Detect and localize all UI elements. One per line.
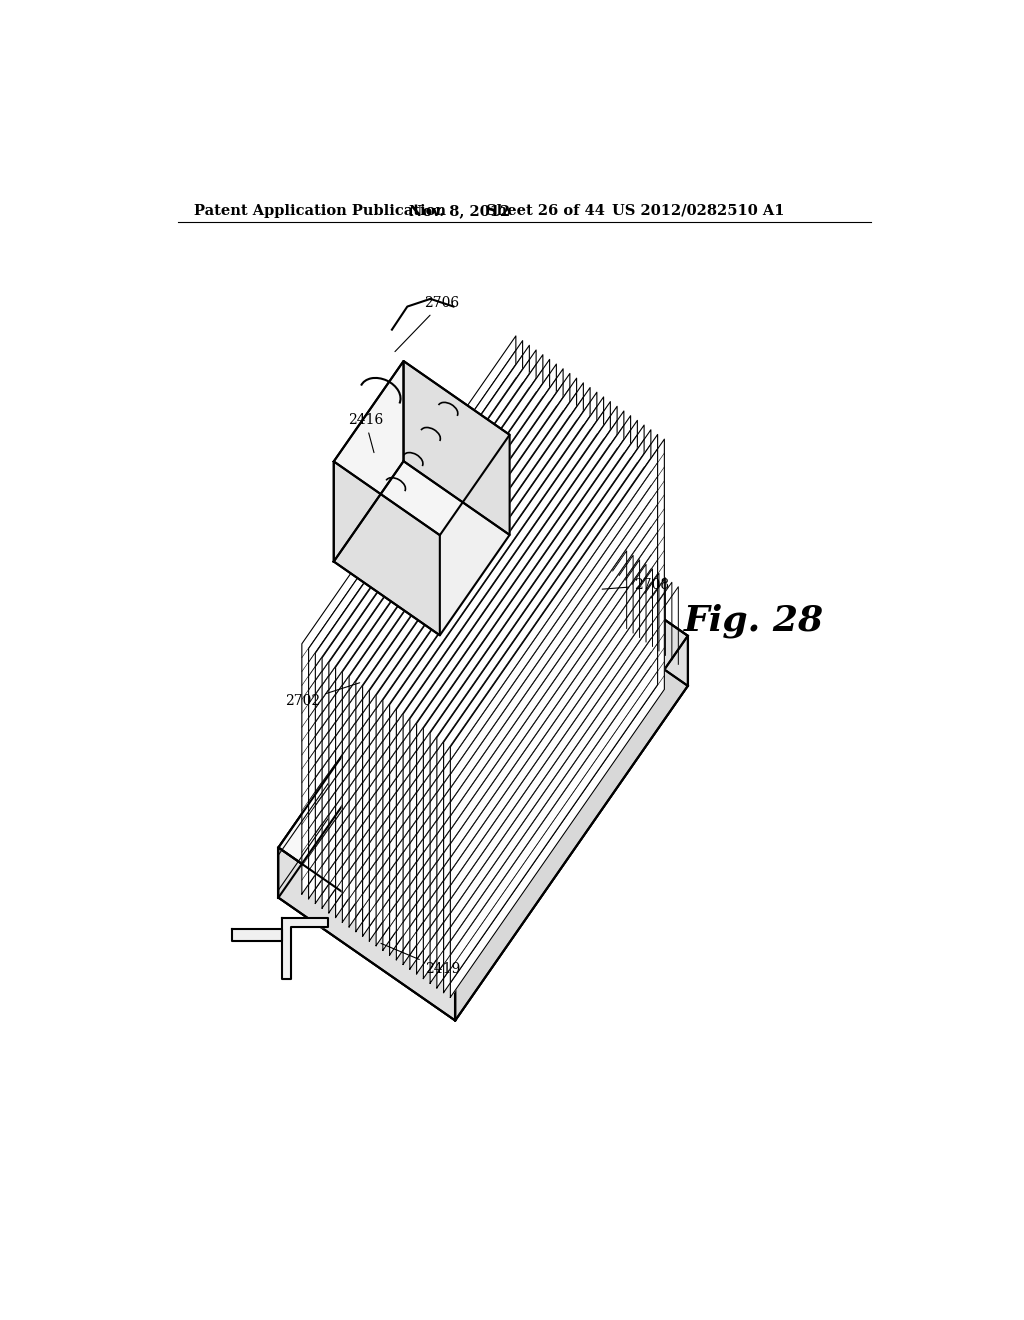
Polygon shape [356,374,570,932]
Polygon shape [423,420,637,978]
Polygon shape [403,407,617,965]
Polygon shape [279,513,688,970]
Text: Nov. 8, 2012: Nov. 8, 2012 [410,203,511,218]
Polygon shape [370,383,584,941]
Polygon shape [511,513,688,686]
Text: 2416: 2416 [348,413,383,453]
Polygon shape [329,355,543,913]
Polygon shape [279,847,456,1020]
Polygon shape [403,362,510,535]
Polygon shape [334,462,440,635]
Polygon shape [430,425,644,983]
Polygon shape [456,636,688,1020]
Polygon shape [437,430,651,987]
Text: Sheet 26 of 44: Sheet 26 of 44 [486,203,605,218]
Polygon shape [417,416,631,974]
Polygon shape [302,335,516,894]
Polygon shape [334,461,510,635]
Polygon shape [410,411,624,969]
Polygon shape [334,362,403,561]
Polygon shape [342,364,556,923]
Polygon shape [396,401,610,960]
Polygon shape [279,562,688,1020]
Polygon shape [315,346,529,903]
Polygon shape [308,341,522,899]
Polygon shape [443,434,657,993]
Text: 2702: 2702 [286,682,359,708]
Polygon shape [376,388,590,945]
Polygon shape [383,392,597,950]
Text: 2708: 2708 [602,578,670,593]
Polygon shape [336,359,550,917]
Polygon shape [283,917,329,979]
Polygon shape [451,440,665,998]
Polygon shape [232,929,283,941]
Polygon shape [334,362,510,535]
Polygon shape [349,368,563,927]
Text: US 2012/0282510 A1: US 2012/0282510 A1 [611,203,784,218]
Text: Fig. 28: Fig. 28 [683,603,823,638]
Polygon shape [362,378,577,936]
Polygon shape [323,350,537,908]
Text: 2419: 2419 [381,944,460,975]
Text: Patent Application Publication: Patent Application Publication [194,203,445,218]
Text: 2706: 2706 [395,297,459,351]
Polygon shape [389,397,603,956]
Polygon shape [279,513,511,898]
